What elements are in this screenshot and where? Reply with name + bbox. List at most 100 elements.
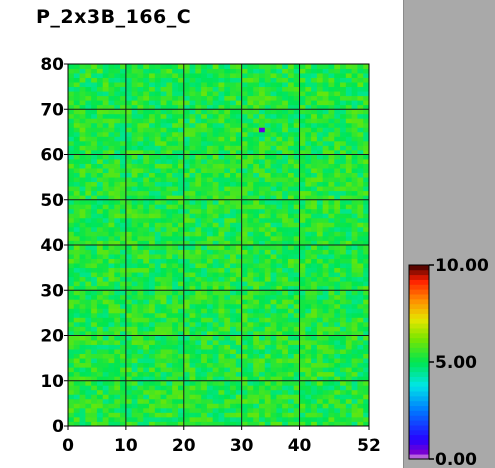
- heatmap-cell: [91, 389, 98, 395]
- heatmap-cell: [230, 172, 237, 178]
- heatmap-cell: [247, 281, 254, 287]
- heatmap-cell: [230, 340, 237, 345]
- heatmap-cell: [73, 73, 80, 78]
- heatmap-cell: [125, 226, 133, 232]
- heatmap-cell: [114, 330, 121, 336]
- heatmap-cell: [264, 303, 271, 309]
- heatmap-cell: [154, 208, 162, 214]
- heatmap-cell: [143, 235, 150, 241]
- heatmap-cell: [154, 86, 162, 92]
- heatmap-cell: [351, 281, 358, 287]
- heatmap-cell: [131, 154, 138, 160]
- heatmap-cell: [316, 118, 324, 124]
- heatmap-cell: [247, 416, 254, 422]
- heatmap-cell: [282, 190, 289, 196]
- heatmap-cell: [259, 394, 266, 400]
- heatmap-cell: [264, 118, 271, 124]
- heatmap-cell: [189, 299, 196, 305]
- heatmap-cell: [177, 113, 185, 119]
- heatmap-cell: [102, 349, 109, 354]
- heatmap-cell: [345, 421, 353, 427]
- heatmap-cell: [282, 127, 289, 133]
- heatmap-cell: [195, 77, 202, 83]
- heatmap-cell: [345, 335, 353, 341]
- heatmap-cell: [224, 340, 231, 345]
- heatmap-cell: [363, 245, 370, 250]
- heatmap-cell: [172, 285, 179, 291]
- heatmap-cell: [125, 416, 133, 422]
- heatmap-cell: [241, 109, 248, 115]
- heatmap-cell: [311, 177, 318, 183]
- heatmap-cell: [102, 118, 109, 124]
- heatmap-cell: [195, 122, 202, 128]
- heatmap-cell: [282, 385, 289, 391]
- heatmap-cell: [137, 68, 144, 74]
- heatmap-cell: [120, 267, 127, 273]
- heatmap-cell: [247, 267, 254, 273]
- heatmap-cell: [345, 367, 353, 373]
- x-tick-label: 40: [288, 436, 312, 456]
- heatmap-cell: [195, 177, 202, 183]
- heatmap-cell: [73, 317, 80, 323]
- heatmap-cell: [235, 299, 243, 305]
- heatmap-cell: [160, 204, 167, 210]
- heatmap-cell: [166, 122, 173, 128]
- heatmap-cell: [189, 213, 196, 219]
- heatmap-cell: [293, 154, 300, 160]
- heatmap-cell: [322, 380, 329, 386]
- heatmap-cell: [235, 335, 243, 341]
- heatmap-cell: [177, 131, 185, 137]
- heatmap-cell: [305, 149, 312, 155]
- heatmap-cell: [149, 181, 156, 187]
- heatmap-cell: [212, 199, 219, 205]
- heatmap-cell: [328, 340, 335, 345]
- heatmap-cell: [102, 86, 109, 92]
- heatmap-cell: [108, 82, 115, 88]
- heatmap-cell: [287, 380, 295, 386]
- heatmap-cell: [264, 77, 271, 83]
- heatmap-cell: [241, 394, 248, 400]
- heatmap-cell: [195, 254, 202, 259]
- heatmap-cell: [212, 276, 219, 282]
- heatmap-cell: [328, 118, 335, 124]
- heatmap-cell: [177, 267, 185, 273]
- heatmap-cell: [334, 145, 341, 151]
- heatmap-cell: [131, 312, 138, 318]
- heatmap-cell: [282, 308, 289, 314]
- heatmap-cell: [345, 349, 353, 354]
- heatmap-cell: [322, 335, 329, 341]
- heatmap-cell: [189, 317, 196, 323]
- heatmap-cell: [85, 77, 92, 83]
- heatmap-cell: [287, 376, 295, 382]
- heatmap-cell: [91, 86, 98, 92]
- heatmap-cell: [183, 308, 190, 314]
- heatmap-cell: [299, 267, 306, 273]
- heatmap-cell: [282, 172, 289, 178]
- heatmap-cell: [183, 113, 190, 119]
- heatmap-cell: [363, 371, 370, 377]
- heatmap-cell: [357, 326, 364, 332]
- heatmap-cell: [206, 299, 214, 305]
- heatmap-cell: [149, 204, 156, 210]
- heatmap-cell: [183, 398, 190, 404]
- heatmap-cell: [311, 77, 318, 83]
- colorbar-segment: [409, 318, 429, 324]
- heatmap-cell: [143, 113, 150, 119]
- heatmap-cell: [340, 109, 347, 115]
- heatmap-cell: [79, 100, 86, 106]
- heatmap-cell: [230, 335, 237, 341]
- heatmap-cell: [166, 82, 173, 88]
- heatmap-cell: [79, 113, 86, 119]
- heatmap-cell: [305, 226, 312, 232]
- y-tick-label: 60: [40, 146, 64, 166]
- heatmap-cell: [340, 240, 347, 246]
- heatmap-cell: [120, 240, 127, 246]
- heatmap-cell: [108, 149, 115, 155]
- heatmap-cell: [270, 335, 277, 341]
- heatmap-cell: [311, 109, 318, 115]
- heatmap-cell: [259, 204, 266, 210]
- heatmap-cell: [328, 73, 335, 78]
- heatmap-cell: [351, 68, 358, 74]
- heatmap-cell: [363, 281, 370, 287]
- heatmap-cell: [224, 394, 231, 400]
